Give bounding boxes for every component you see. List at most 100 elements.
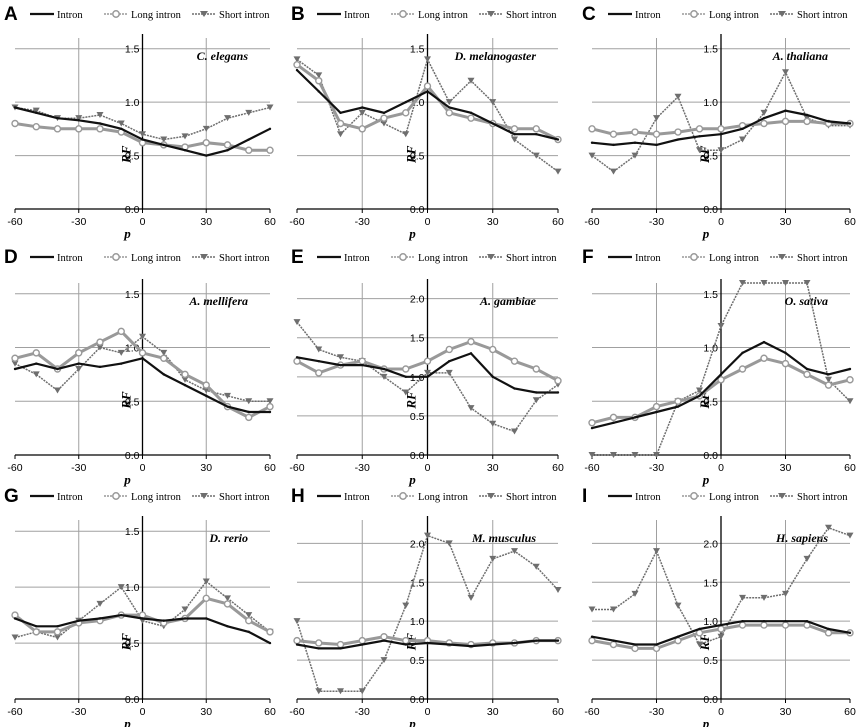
data-point: [56, 367, 59, 371]
panel-label: E: [291, 247, 304, 268]
data-point: [13, 106, 17, 109]
x-axis-label: p: [408, 226, 416, 241]
data-point: [202, 139, 210, 147]
data-point: [448, 106, 451, 109]
data-point: [827, 373, 830, 376]
data-point: [655, 410, 658, 414]
circle-marker-icon: [690, 10, 698, 18]
panel-label: G: [4, 486, 19, 507]
data-point: [266, 402, 274, 411]
circle-marker-icon: [399, 492, 407, 500]
data-point: [696, 147, 703, 154]
data-point: [98, 122, 102, 125]
data-point: [380, 373, 388, 380]
data-point: [532, 152, 540, 159]
data-point: [532, 563, 540, 570]
data-point: [590, 141, 594, 144]
y-tick-label: 0.5: [125, 151, 140, 163]
panel-label: H: [291, 486, 305, 507]
y-tick-label: 1.5: [125, 526, 140, 538]
y-tick-label: 0.0: [703, 204, 718, 216]
triangle-down-marker-icon: [487, 11, 495, 17]
data-point: [698, 394, 701, 398]
data-point: [760, 119, 768, 128]
series-intron: [295, 68, 560, 141]
data-point: [423, 357, 432, 365]
data-point: [489, 99, 497, 106]
data-point: [404, 100, 407, 104]
legend-intron: Intron: [317, 10, 370, 21]
x-tick-label: -60: [289, 706, 304, 718]
data-point: [588, 636, 596, 645]
legend-long-intron: Long intron: [104, 253, 182, 264]
data-point: [532, 365, 540, 373]
data-point: [339, 363, 342, 367]
data-point: [782, 590, 789, 597]
legend-short-intron: Short intron: [479, 492, 557, 503]
data-point: [404, 643, 407, 646]
x-tick-label: -30: [71, 462, 86, 474]
y-tick-label: 0.5: [410, 151, 425, 163]
data-point: [846, 376, 854, 384]
data-point: [361, 643, 364, 646]
data-point: [805, 367, 809, 371]
data-point: [402, 131, 410, 138]
data-point: [160, 349, 168, 356]
y-tick-label: 0.5: [703, 151, 718, 163]
legend-label: Intron: [635, 253, 661, 264]
data-point: [803, 555, 811, 562]
data-point: [510, 357, 519, 365]
data-point: [75, 349, 83, 357]
data-point: [781, 621, 790, 629]
data-point: [491, 375, 494, 379]
legend-label: Intron: [344, 10, 370, 21]
panel-i: I Intron Long intron Short intron0.00.51.01…: [582, 486, 856, 727]
species-label: D. melanogaster: [454, 49, 537, 63]
data-point: [652, 402, 661, 411]
data-point: [445, 99, 453, 106]
data-point: [32, 349, 40, 357]
x-tick-label: 0: [718, 706, 724, 718]
data-point: [380, 120, 388, 127]
data-point: [738, 365, 747, 373]
circle-marker-icon: [112, 253, 120, 261]
data-point: [610, 168, 617, 175]
data-point: [424, 56, 431, 63]
y-tick-label: 2.0: [410, 538, 425, 550]
data-point: [535, 132, 538, 136]
data-point: [674, 602, 682, 609]
x-axis-label: p: [702, 226, 710, 241]
data-point: [245, 413, 253, 422]
data-point: [760, 280, 768, 286]
data-point: [315, 346, 323, 353]
panel-e: E Intron Long intron Short intron0.00.51.01…: [289, 247, 564, 487]
data-point: [676, 138, 680, 141]
y-tick-label: 0.5: [703, 655, 718, 667]
data-point: [554, 168, 562, 175]
data-point: [445, 109, 453, 117]
data-point: [511, 136, 518, 143]
species-label: O. sativa: [785, 294, 828, 308]
data-point: [162, 143, 165, 147]
series-intron: [13, 106, 272, 157]
triangle-down-marker-icon: [778, 493, 786, 499]
legend-label: Intron: [635, 492, 661, 503]
data-point: [358, 125, 366, 133]
legend-intron: Intron: [30, 492, 83, 503]
y-tick-label: 0.5: [125, 638, 140, 650]
data-point: [139, 333, 146, 340]
legend-long-intron: Long intron: [682, 10, 760, 21]
data-point: [588, 419, 596, 427]
data-point: [782, 69, 789, 76]
data-point: [556, 639, 560, 642]
data-point: [382, 111, 386, 115]
data-point: [380, 657, 388, 664]
panel-a: A Intron Long intron Short intron 0.0 0.5 1.0 1…: [4, 4, 276, 241]
data-point: [202, 387, 210, 394]
y-axis-label: RF: [119, 391, 134, 410]
data-point: [56, 116, 59, 120]
data-point: [824, 629, 833, 637]
data-point: [315, 688, 323, 695]
data-point: [467, 594, 475, 601]
y-tick-label: 1.0: [125, 97, 140, 109]
